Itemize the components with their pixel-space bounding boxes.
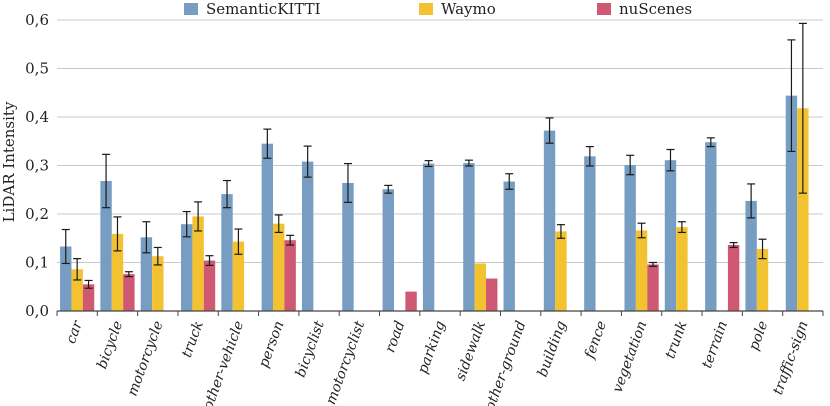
bar-semantickitti-trunk [664,160,677,311]
bar-semantickitti-truck [181,224,193,311]
y-tick-label: 0,0 [25,302,49,320]
bar-semantickitti-sidewalk [463,163,475,311]
y-tick-label: 0,5 [25,60,49,78]
x-axis [56,310,824,316]
legend-swatch-nuscenes [597,3,611,15]
bar-semantickitti-motorcycle [140,237,153,311]
y-tick-label: 0,6 [25,11,49,29]
bar-nuscenes-car [82,284,95,311]
x-category-label: motorcycle [125,319,167,399]
bar-waymo-sidewalk [474,263,487,311]
x-category-label: truck [179,319,207,360]
bar-waymo-trunk [676,227,688,311]
bar-semantickitti-traffic-sign [785,95,798,311]
legend-label: SemanticKITTI [206,0,321,18]
x-category-label: fence [581,319,610,362]
bar-waymo-bicycle [111,233,124,311]
bar-waymo-traffic-sign [797,108,809,312]
legend-label: nuScenes [619,0,692,18]
bar-waymo-other-vehicle [232,241,245,311]
legend: SemanticKITTI Waymo nuScenes [184,0,692,18]
bar-nuscenes-vegetation [647,264,659,311]
x-category-label: vegetation [610,319,651,395]
grid-lines [57,19,823,263]
x-category-label: motorcyclist [323,319,368,406]
x-category-label: person [256,319,288,370]
bar-semantickitti-pole [745,200,757,311]
bar-waymo-truck [192,216,204,311]
x-category-label: other-vehicle [200,319,247,406]
y-tick-label: 0,2 [25,205,49,223]
x-category-label: sidewalk [453,319,489,383]
legend-swatch-semantickitti [184,3,198,15]
bar-semantickitti-fence [584,156,596,311]
legend-label: Waymo [441,0,496,18]
x-category-label: road [382,319,408,355]
x-category-label: trunk [662,319,690,361]
bar-waymo-building [555,231,567,311]
x-category-label: car [63,318,86,346]
bar-semantickitti-terrain [705,142,717,311]
x-category-label: bicyclist [293,319,328,380]
x-category-label: pole [746,319,771,353]
x-category-label: traffic-sign [770,319,811,397]
bar-semantickitti-bicyclist [301,161,314,311]
bar-nuscenes-terrain [727,245,740,311]
bar-waymo-motorcycle [152,256,164,311]
bar-nuscenes-road [405,291,417,311]
bar-waymo-pole [756,248,769,311]
bar-waymo-vegetation [635,230,648,311]
bar-nuscenes-truck [203,260,216,311]
y-tick-label: 0,4 [25,108,49,126]
x-category-label: terrain [699,319,731,371]
x-category-label: other-ground [482,319,529,406]
bar-waymo-car [71,269,83,311]
error-bars [61,22,807,289]
bar-semantickitti-other-ground [503,181,515,311]
bar-semantickitti-building [543,130,556,311]
y-tick-label: 0,3 [25,157,49,175]
legend-swatch-waymo [419,3,433,15]
y-axis-ticks: 0,0 0,1 0,2 0,3 0,4 0,5 0,6 [25,11,49,320]
x-category-label: building [535,319,570,379]
bar-nuscenes-person [284,240,296,311]
bar-nuscenes-sidewalk [486,278,498,311]
y-axis-title: LiDAR Intensity [0,101,18,222]
bar-waymo-person [273,223,285,311]
bar-semantickitti-vegetation [624,165,636,311]
y-tick-label: 0,1 [25,254,49,272]
bar-semantickitti-parking [422,163,435,311]
bar-series [60,95,809,312]
bar-semantickitti-road [382,189,394,311]
x-category-label: parking [415,319,449,376]
bar-semantickitti-person [261,143,274,311]
x-category-label: bicycle [94,319,126,371]
bar-nuscenes-bicycle [123,274,135,311]
bar-semantickitti-other-vehicle [221,194,233,311]
bar-semantickitti-motorcyclist [342,182,354,311]
bar-semantickitti-bicycle [100,181,112,311]
bar-semantickitti-car [60,246,72,311]
